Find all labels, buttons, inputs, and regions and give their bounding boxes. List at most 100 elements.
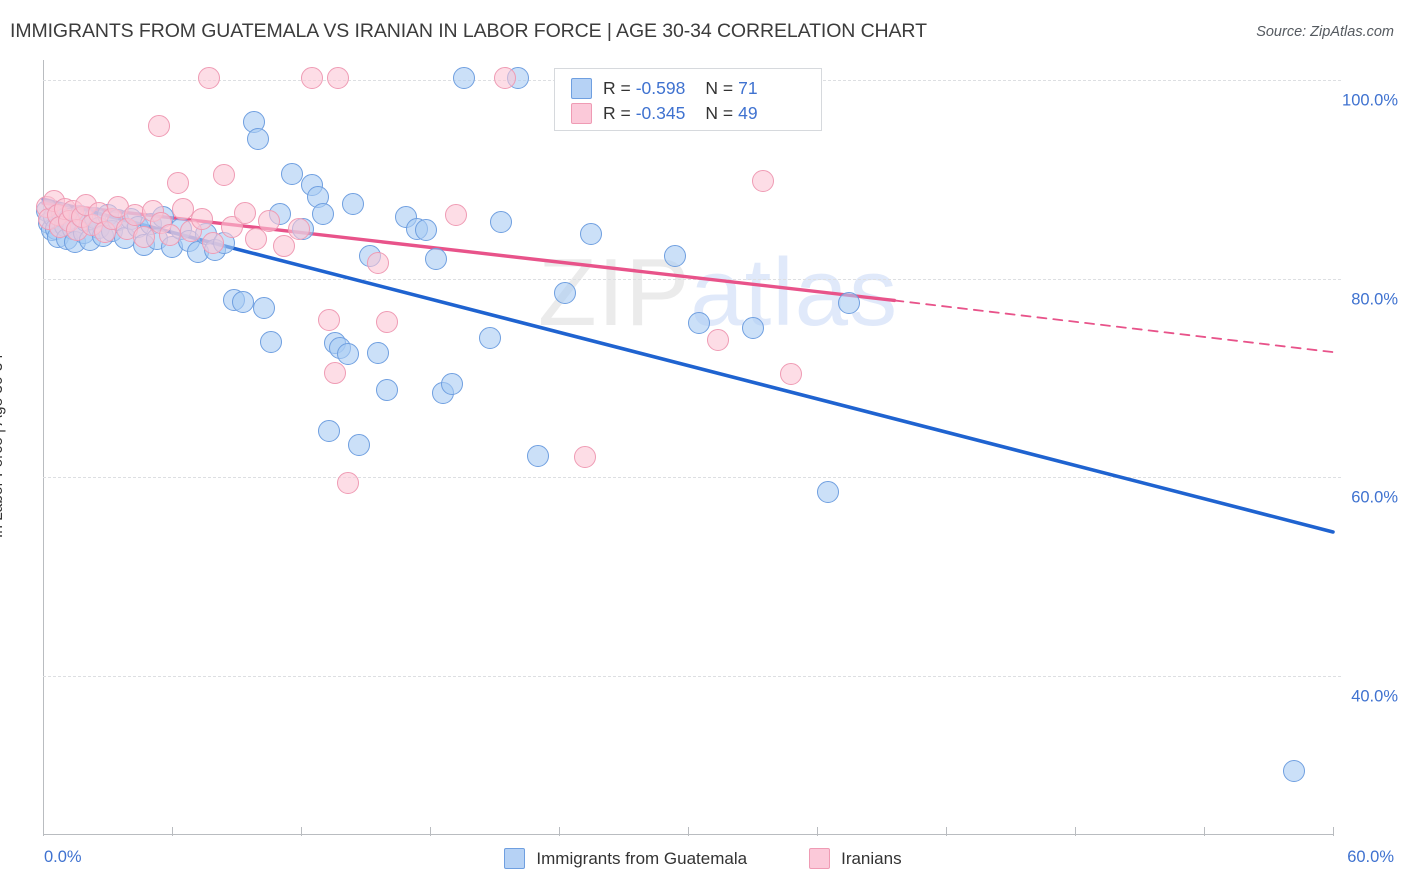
data-point xyxy=(341,193,364,216)
x-tick-12 xyxy=(301,827,302,836)
stat-row-iranians: R = -0.345 N = 49 xyxy=(571,101,821,126)
data-point xyxy=(376,311,398,334)
plot-area: ZIPatlas xyxy=(36,60,1341,836)
n-label: N = xyxy=(705,103,734,123)
data-point xyxy=(707,329,730,352)
data-point xyxy=(167,172,190,195)
data-point xyxy=(337,472,360,495)
data-point xyxy=(741,317,764,340)
r-value: -0.598 xyxy=(635,78,686,98)
trendline-iranians-dashed xyxy=(893,299,1334,354)
data-point xyxy=(554,282,577,305)
x-tick-36 xyxy=(817,827,818,836)
r-label: R = xyxy=(603,103,631,123)
data-point xyxy=(300,66,323,89)
data-point xyxy=(838,292,861,315)
data-point xyxy=(234,202,257,224)
data-point xyxy=(440,372,463,395)
data-point xyxy=(133,225,156,248)
data-point xyxy=(367,342,390,365)
legend-label: Immigrants from Guatemala xyxy=(536,848,748,868)
r-label: R = xyxy=(603,78,631,98)
data-point xyxy=(259,331,282,354)
data-point xyxy=(479,327,502,350)
page-title: IMMIGRANTS FROM GUATEMALA VS IRANIAN IN … xyxy=(10,20,927,42)
data-point xyxy=(453,66,476,89)
data-point xyxy=(244,227,267,250)
data-point xyxy=(414,218,437,241)
legend-swatch-blue xyxy=(571,78,592,99)
data-point xyxy=(317,419,340,442)
x-tick-24 xyxy=(559,827,560,836)
data-point xyxy=(191,207,214,230)
stat-row-guatemala: R = -0.598 N = 71 xyxy=(571,76,821,101)
x-tick-6 xyxy=(172,827,173,836)
data-point xyxy=(326,66,349,89)
legend-label: Iranians xyxy=(841,848,902,868)
data-point xyxy=(201,231,224,254)
data-point xyxy=(257,209,280,232)
x-tick-42 xyxy=(946,827,947,836)
data-point xyxy=(816,481,839,504)
legend-item-pink[interactable]: Iranians xyxy=(809,848,902,869)
y-tick-label-80: 80.0% xyxy=(1351,290,1398,309)
legend-swatch-pink xyxy=(809,848,831,869)
legend-item-blue[interactable]: Immigrants from Guatemala xyxy=(504,848,747,869)
data-point xyxy=(272,234,295,257)
data-point xyxy=(253,297,276,320)
n-value: 49 xyxy=(738,103,758,123)
data-point xyxy=(573,446,596,469)
data-point xyxy=(197,66,220,89)
data-point xyxy=(212,164,235,187)
x-tick-30 xyxy=(688,827,689,836)
n-label: N = xyxy=(705,78,734,98)
data-point xyxy=(580,222,603,245)
r-value: -0.345 xyxy=(635,103,686,123)
data-point xyxy=(664,244,687,267)
x-tick-0 xyxy=(43,827,44,836)
series-legend: Immigrants from Guatemala Iranians xyxy=(0,848,1406,869)
legend-swatch-pink xyxy=(571,103,592,124)
data-point xyxy=(780,362,803,385)
data-point xyxy=(444,204,467,226)
data-point xyxy=(367,251,390,274)
x-axis-max-label: 60.0% xyxy=(1347,848,1394,866)
x-axis-min-label: 0.0% xyxy=(44,848,82,866)
data-point xyxy=(1283,760,1306,783)
data-point xyxy=(171,198,194,221)
data-point xyxy=(425,247,448,270)
legend-swatch-blue xyxy=(504,848,526,869)
data-point xyxy=(287,217,310,240)
trendlines xyxy=(41,197,1335,534)
gridline-60 xyxy=(43,477,1341,479)
data-point xyxy=(311,203,334,225)
data-point xyxy=(148,114,171,137)
y-tick-label-40: 40.0% xyxy=(1351,687,1398,706)
y-tick-label-60: 60.0% xyxy=(1351,488,1398,507)
data-point xyxy=(231,291,254,314)
gridline-80 xyxy=(43,278,1341,280)
x-tick-60 xyxy=(1333,827,1334,836)
data-point xyxy=(376,378,398,401)
data-point xyxy=(337,343,360,366)
data-point xyxy=(752,170,775,193)
gridline-40 xyxy=(43,676,1341,678)
data-point xyxy=(247,128,269,151)
data-point xyxy=(281,163,304,186)
data-point xyxy=(348,433,371,456)
data-point xyxy=(158,223,181,246)
trendline-guatemala xyxy=(41,197,1335,534)
x-tick-54 xyxy=(1204,827,1205,836)
correlation-stats-box: R = -0.598 N = 71 R = -0.345 N = 49 xyxy=(554,68,822,131)
x-tick-18 xyxy=(430,827,431,836)
data-point xyxy=(526,445,549,468)
n-value: 71 xyxy=(738,78,758,98)
source-attribution: Source: ZipAtlas.com xyxy=(1256,24,1394,40)
data-point xyxy=(324,361,347,384)
x-tick-48 xyxy=(1075,827,1076,836)
data-point xyxy=(494,66,517,89)
data-point xyxy=(687,312,710,335)
y-tick-label-100: 100.0% xyxy=(1342,91,1398,110)
data-point xyxy=(317,309,340,332)
